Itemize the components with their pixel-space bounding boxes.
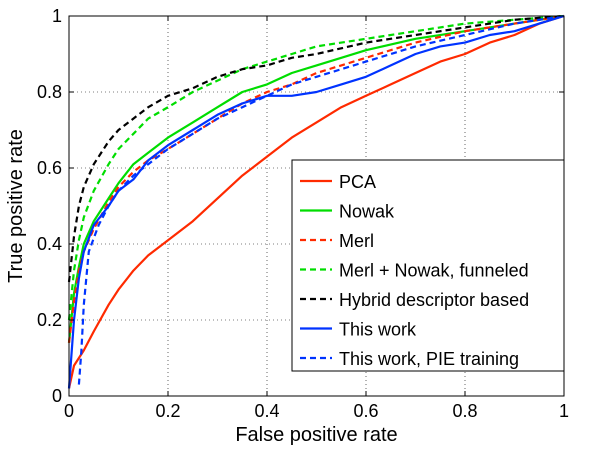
legend-label: Merl xyxy=(339,231,374,251)
x-tick-label: 0.4 xyxy=(254,401,279,421)
x-tick-label: 1 xyxy=(559,401,569,421)
legend-label: PCA xyxy=(339,172,376,192)
y-tick-label: 0.6 xyxy=(37,158,62,178)
legend-label: Merl + Nowak, funneled xyxy=(339,261,529,281)
x-tick-label: 0.8 xyxy=(452,401,477,421)
y-tick-label: 0.2 xyxy=(37,310,62,330)
legend: PCA Nowak Merl Merl + Nowak, funneled Hybrid… xyxy=(292,160,564,371)
legend-label: This work xyxy=(339,320,417,340)
y-tick-label: 1 xyxy=(52,6,62,26)
y-axis-label: True positive rate xyxy=(5,129,27,283)
x-axis-label: False positive rate xyxy=(235,424,397,446)
legend-label: Hybrid descriptor based xyxy=(339,290,529,310)
x-tick-label: 0.2 xyxy=(155,401,180,421)
x-tick-label: 0 xyxy=(64,401,74,421)
legend-label: Nowak xyxy=(339,202,395,222)
y-tick-label: 0.4 xyxy=(37,234,62,254)
x-tick-label: 0.6 xyxy=(353,401,378,421)
legend-label: This work, PIE training xyxy=(339,349,519,369)
y-tick-label: 0.8 xyxy=(37,82,62,102)
y-tick-label: 0 xyxy=(52,386,62,406)
